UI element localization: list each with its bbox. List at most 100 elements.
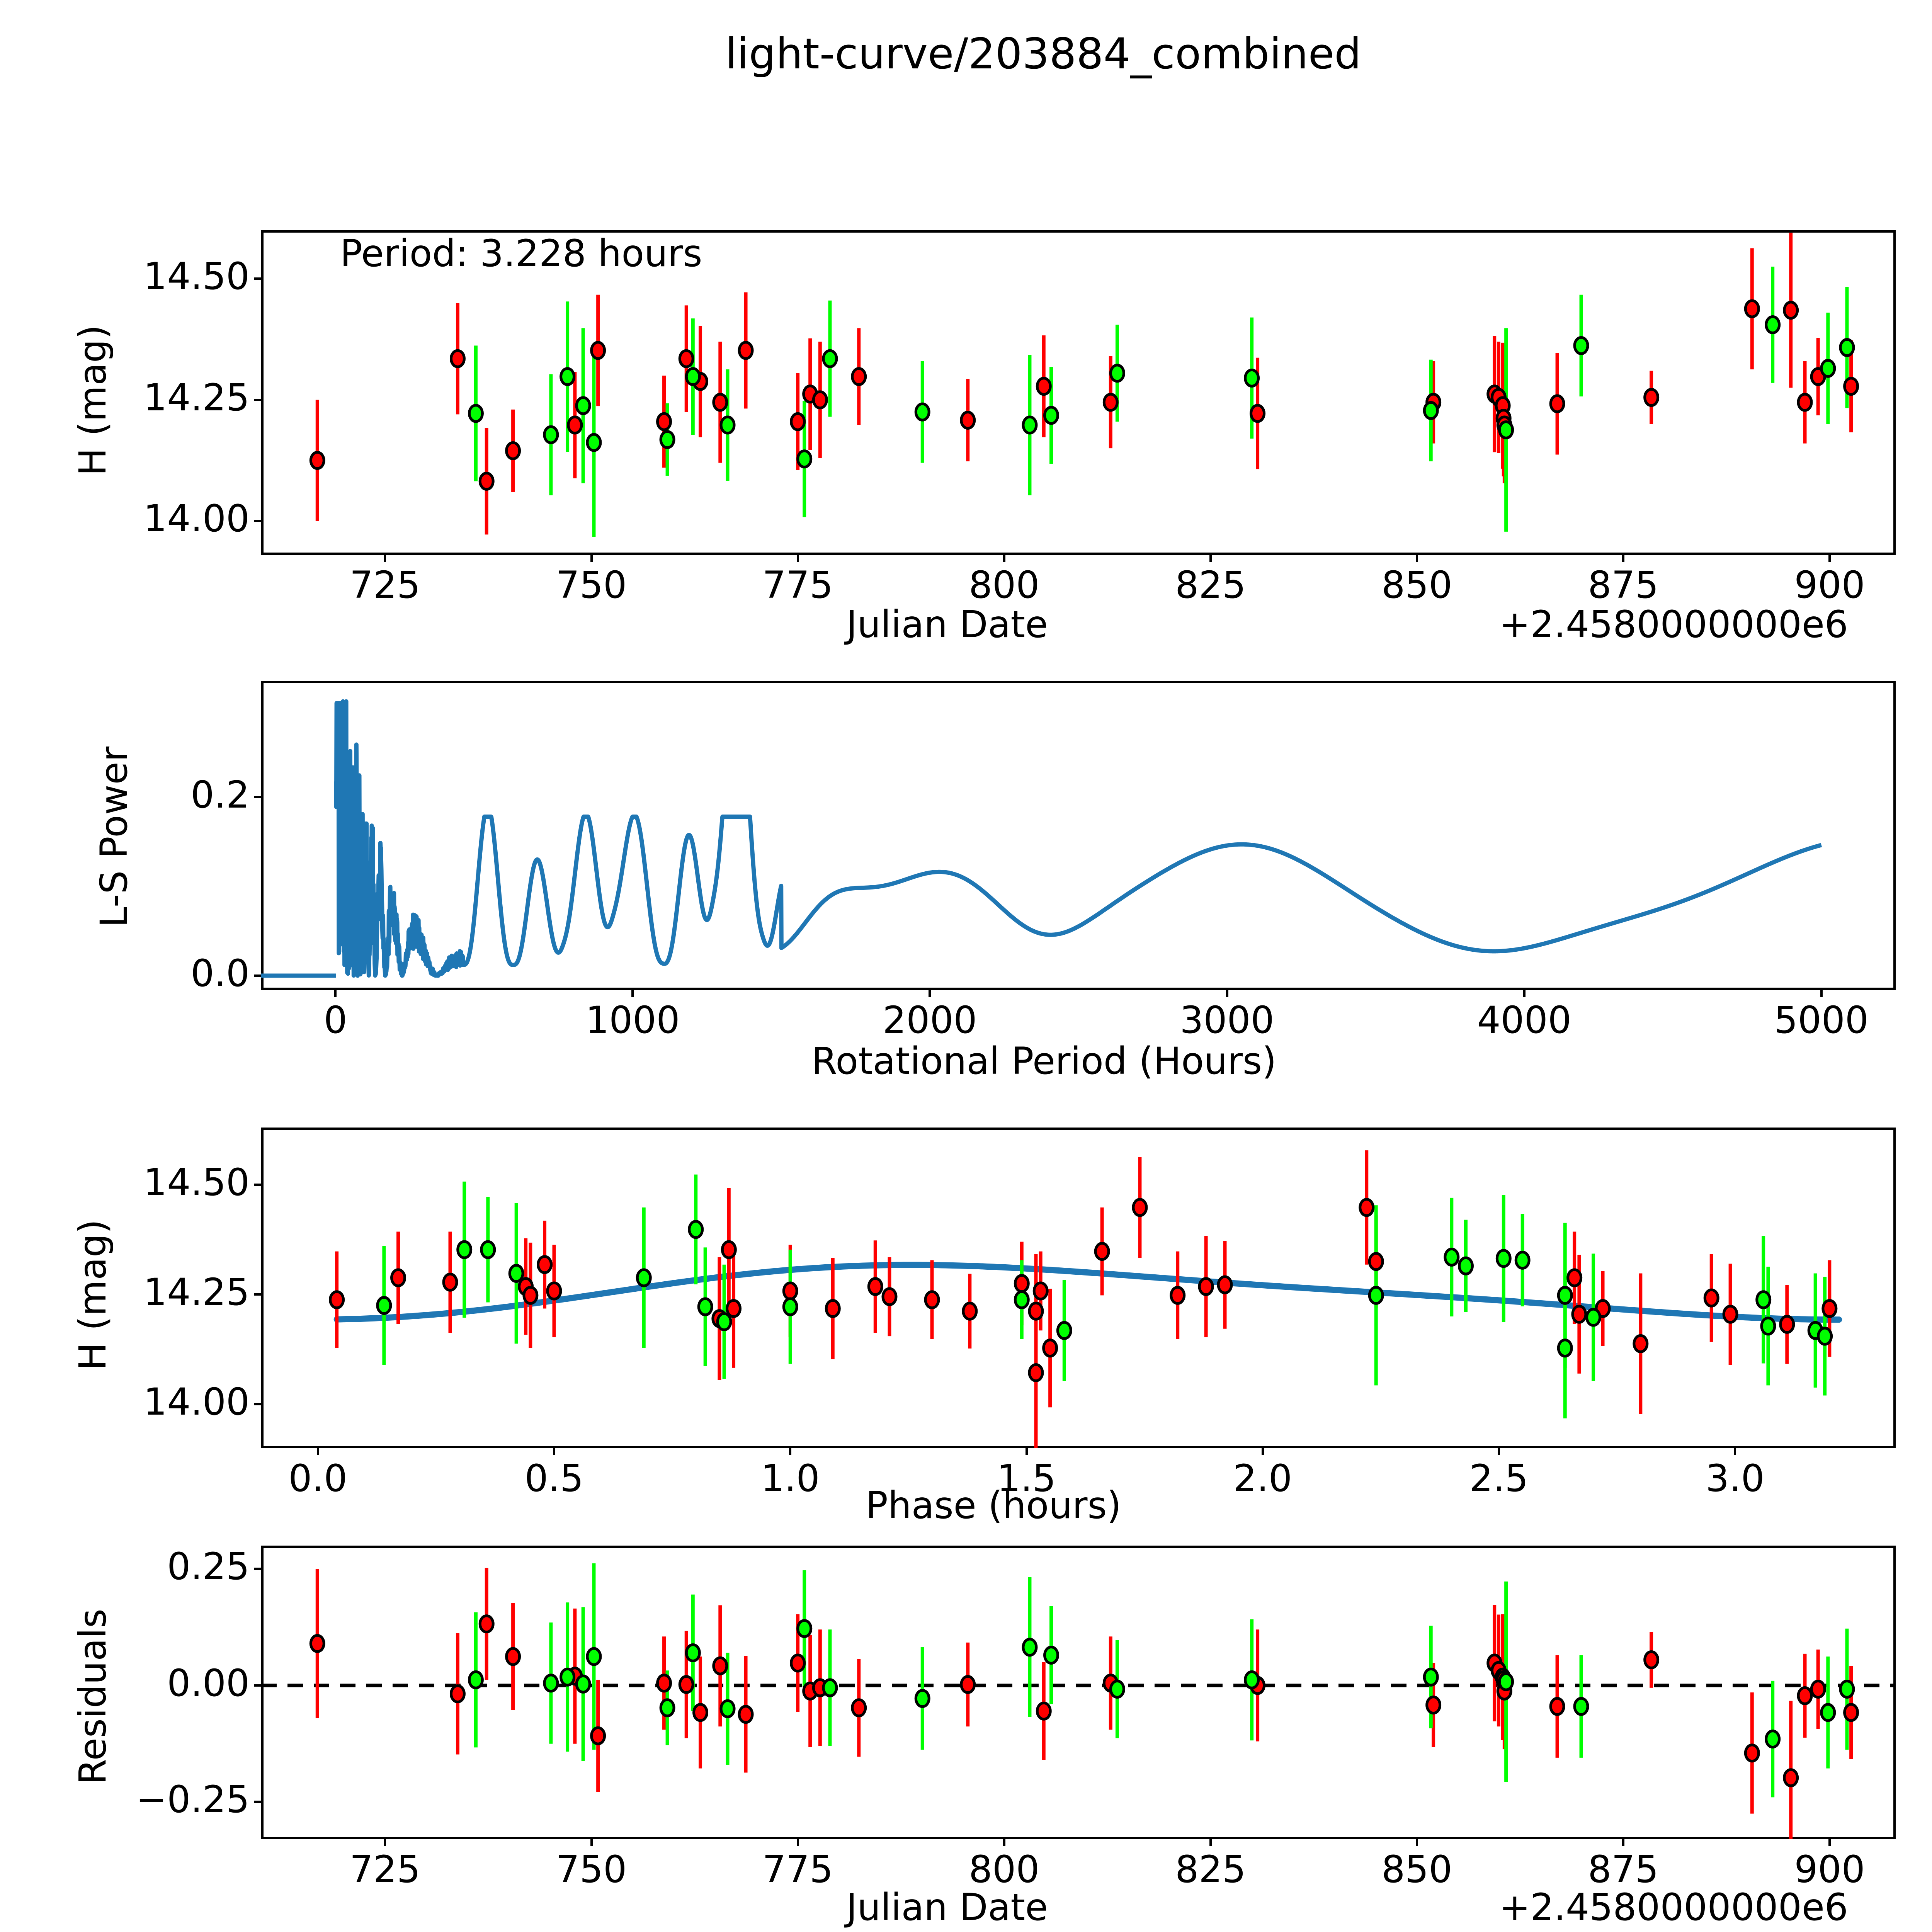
x-tick-label: 0.5 xyxy=(524,1457,584,1500)
data-point-marker xyxy=(1368,1286,1384,1305)
data-point-marker xyxy=(1744,1743,1760,1763)
data-point-marker xyxy=(712,1656,728,1675)
data-point-marker xyxy=(1109,364,1125,383)
data-point-marker xyxy=(1244,1670,1260,1689)
data-point-marker xyxy=(1810,1680,1826,1699)
data-point-marker xyxy=(1755,1290,1772,1310)
data-point-marker xyxy=(590,341,606,360)
panel-phase-frame xyxy=(261,1128,1896,1448)
y-tick-label: 0.2 xyxy=(190,773,250,816)
y-tick-label: 14.00 xyxy=(143,1380,250,1424)
panel-residuals xyxy=(261,1546,1896,1839)
data-point-marker xyxy=(1820,1703,1836,1722)
y-tick-label: 14.50 xyxy=(143,1160,250,1204)
x-tick-label: 900 xyxy=(1794,1848,1865,1891)
data-point-marker xyxy=(914,1689,930,1708)
x-tick-mark xyxy=(789,1448,792,1455)
data-point-marker xyxy=(659,430,675,449)
x-tick-mark xyxy=(590,1839,593,1846)
y-tick-label: 0.25 xyxy=(167,1545,250,1588)
data-point-marker xyxy=(914,402,930,422)
x-tick-mark xyxy=(1025,1448,1028,1455)
x-tick-mark xyxy=(1622,555,1624,562)
data-point-marker xyxy=(726,1299,742,1318)
data-point-marker xyxy=(1765,315,1781,334)
data-point-marker xyxy=(1014,1290,1030,1310)
data-point-marker xyxy=(456,1240,473,1259)
data-point-marker xyxy=(851,367,867,386)
x-tick-mark xyxy=(553,1448,555,1455)
x-tick-mark xyxy=(384,1839,386,1846)
data-point-marker xyxy=(719,415,736,435)
data-point-marker xyxy=(478,471,495,491)
y-tick-label: 14.50 xyxy=(143,255,250,298)
x-tick-mark xyxy=(1415,555,1418,562)
data-point-marker xyxy=(960,410,976,430)
data-point-marker xyxy=(1549,1697,1565,1716)
x-tick-label: 4000 xyxy=(1477,998,1571,1042)
data-point-marker xyxy=(1573,336,1589,355)
data-point-marker xyxy=(1514,1250,1531,1270)
x-tick-label: 900 xyxy=(1794,563,1865,607)
data-point-marker xyxy=(586,433,602,452)
data-point-marker xyxy=(468,1670,484,1689)
data-point-marker xyxy=(1779,1315,1795,1334)
data-point-marker xyxy=(505,441,521,460)
y-tick-mark xyxy=(254,277,261,280)
x-tick-mark xyxy=(796,555,799,562)
x-tick-mark xyxy=(1226,990,1228,997)
x-tick-label: 875 xyxy=(1588,563,1659,607)
data-point-marker xyxy=(712,393,728,412)
y-tick-label: 0.00 xyxy=(167,1661,250,1705)
data-point-marker xyxy=(738,341,754,360)
data-point-marker xyxy=(1217,1275,1233,1294)
data-point-marker xyxy=(822,349,838,368)
data-point-marker xyxy=(480,1240,496,1259)
x-tick-label: 775 xyxy=(762,563,833,607)
y-tick-mark xyxy=(254,520,261,522)
data-point-marker xyxy=(851,1698,867,1718)
data-point-marker xyxy=(822,1678,838,1697)
x-tick-label: 850 xyxy=(1381,563,1452,607)
x-tick-mark xyxy=(1734,1448,1736,1455)
y-tick-label: 14.25 xyxy=(143,376,250,419)
data-point-marker xyxy=(1498,1672,1514,1691)
data-point-marker xyxy=(1557,1286,1573,1305)
x-tick-label: 1000 xyxy=(585,998,680,1042)
data-point-marker xyxy=(1839,1680,1855,1699)
x-tick-label: 775 xyxy=(762,1848,833,1891)
data-point-marker xyxy=(1043,1645,1059,1665)
y-tick-label: 14.00 xyxy=(143,497,250,541)
data-point-marker xyxy=(1359,1198,1375,1217)
data-point-marker xyxy=(1444,1247,1460,1267)
data-point-marker xyxy=(1495,1249,1512,1268)
data-point-marker xyxy=(656,412,672,431)
data-point-marker xyxy=(1571,1304,1587,1324)
x-tick-label: 2000 xyxy=(883,998,977,1042)
x-tick-label: 750 xyxy=(556,563,627,607)
x-tick-label: 825 xyxy=(1175,1848,1246,1891)
data-point-marker xyxy=(1425,1696,1442,1715)
data-point-marker xyxy=(560,367,576,386)
x-tick-mark xyxy=(1828,555,1831,562)
x-tick-mark xyxy=(1828,1839,1831,1846)
data-point-marker xyxy=(1043,406,1059,425)
data-point-marker xyxy=(1760,1316,1776,1336)
data-point-marker xyxy=(719,1699,736,1718)
data-point-marker xyxy=(1643,388,1660,407)
data-point-marker xyxy=(678,349,694,368)
x-tick-label: 825 xyxy=(1175,563,1246,607)
data-point-marker xyxy=(468,404,484,423)
data-point-marker xyxy=(796,449,813,469)
data-point-marker xyxy=(1170,1286,1186,1305)
data-point-marker xyxy=(636,1268,652,1287)
data-point-marker xyxy=(1703,1288,1719,1308)
y-tick-mark xyxy=(254,1684,261,1687)
data-point-marker xyxy=(309,1634,325,1653)
x-tick-mark xyxy=(796,1839,799,1846)
x-tick-mark xyxy=(1209,1839,1212,1846)
data-point-marker xyxy=(825,1299,841,1318)
data-point-marker xyxy=(376,1296,392,1315)
panel-periodogram-ylabel: L-S Power xyxy=(92,746,136,928)
